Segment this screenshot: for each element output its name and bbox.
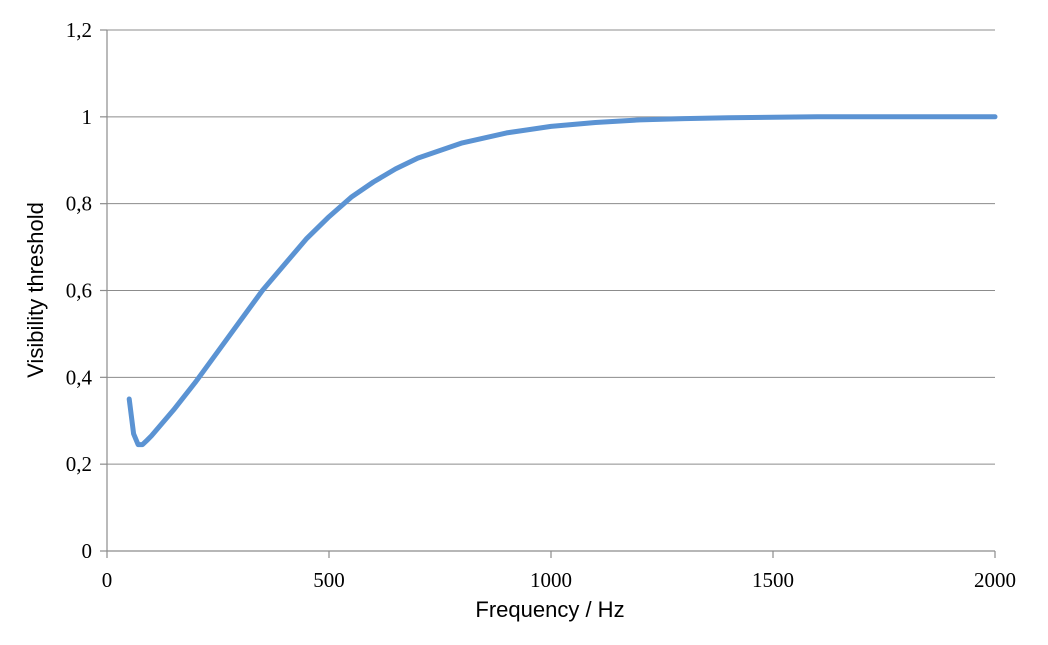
- y-tick-label: 0,8: [66, 192, 92, 216]
- y-tick-labels: 0 0,2 0,4 0,6 0,8 1 1,2: [66, 18, 93, 563]
- x-tick-label: 500: [313, 568, 345, 592]
- x-tick-label: 0: [102, 568, 113, 592]
- y-tick-label: 1,2: [66, 18, 92, 42]
- x-tick-label: 2000: [974, 568, 1016, 592]
- y-tick-label: 0,4: [66, 365, 93, 389]
- y-tick-label: 0,6: [66, 279, 92, 303]
- x-axis-title: Frequency / Hz: [475, 597, 624, 622]
- series-line: [126, 114, 998, 448]
- x-tick-labels: 0 500 1000 1500 2000: [102, 568, 1016, 592]
- axes: [100, 29, 996, 558]
- gridlines: [107, 29, 995, 465]
- x-tick-label: 1500: [752, 568, 794, 592]
- y-tick-label: 0,2: [66, 452, 92, 476]
- y-tick-label: 1: [82, 105, 93, 129]
- y-tick-label: 0: [82, 539, 93, 563]
- y-axis-title: Visibility threshold: [23, 202, 48, 378]
- series-layer: [126, 114, 998, 448]
- x-tick-label: 1000: [530, 568, 572, 592]
